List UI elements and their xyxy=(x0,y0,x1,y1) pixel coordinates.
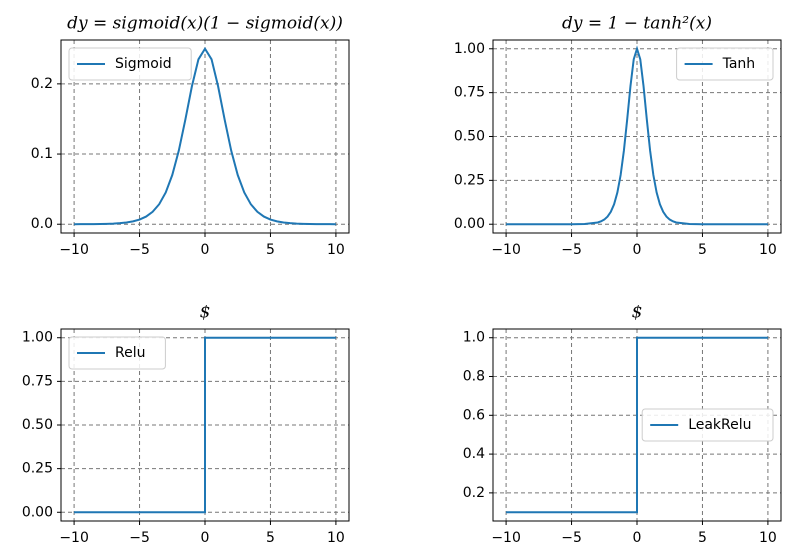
subplot: dy = 1 − tanh²(x) 0.00 0.25 0.50 0.75 1.00 −10… xyxy=(454,14,782,258)
y-tick-label: 0.6 xyxy=(463,407,485,423)
subplot: dy = sigmoid(x)(1 − sigmoid(x)) 0.0 0.1 0.2… xyxy=(31,14,350,258)
chart-title: $ xyxy=(632,303,643,323)
data-line xyxy=(74,336,336,514)
x-tick-label: 10 xyxy=(759,242,777,258)
legend-box xyxy=(676,47,774,81)
legend-label: LeakRelu xyxy=(688,417,751,433)
subplot: $0.2 0.4 0.6 0.8 1.0 −10 −5 0 5 10 LeakRelu xyxy=(463,303,782,546)
y-tick-label: 0.50 xyxy=(454,129,485,145)
y-tick-label: 0.00 xyxy=(22,504,53,520)
x-tick-label: −5 xyxy=(129,242,150,258)
legend-label: Tanh xyxy=(722,56,756,72)
legend-box xyxy=(641,408,774,442)
x-tick-label: 0 xyxy=(201,530,210,546)
x-tick-label: 0 xyxy=(633,530,642,546)
subplot: $0.00 0.25 0.50 0.75 1.00 −10 −5 0 5 10 Relu xyxy=(22,303,350,546)
x-tick-label: −5 xyxy=(561,242,582,258)
x-tick-label: 0 xyxy=(201,242,210,258)
x-tick-label: 10 xyxy=(327,242,345,258)
y-tick-label: 0.0 xyxy=(31,216,53,232)
y-tick-label: 0.25 xyxy=(454,172,485,188)
x-tick-label: 5 xyxy=(698,242,707,258)
y-tick-label: 0.1 xyxy=(31,146,53,162)
x-tick-label: 5 xyxy=(698,530,707,546)
y-tick-label: 0.25 xyxy=(22,461,53,477)
chart-title: $ xyxy=(200,303,211,323)
chart-title: dy = 1 − tanh²(x) xyxy=(562,14,712,34)
data-line xyxy=(74,46,336,226)
x-tick-label: 5 xyxy=(266,242,275,258)
legend-box xyxy=(68,47,192,81)
legend-label: Relu xyxy=(115,345,145,361)
x-tick-label: 5 xyxy=(266,530,275,546)
y-tick-label: 0.2 xyxy=(31,76,53,92)
x-tick-label: 10 xyxy=(759,530,777,546)
data-line xyxy=(506,45,768,226)
data-line xyxy=(506,336,768,514)
x-tick-label: −5 xyxy=(561,530,582,546)
y-tick-label: 1.0 xyxy=(463,330,485,346)
x-tick-label: −10 xyxy=(491,242,521,258)
y-tick-label: 0.4 xyxy=(463,446,485,462)
legend-label: Sigmoid xyxy=(115,56,172,72)
chart-title: dy = sigmoid(x)(1 − sigmoid(x)) xyxy=(67,14,343,34)
y-tick-label: 1.00 xyxy=(454,41,485,57)
x-tick-label: −10 xyxy=(59,530,89,546)
x-tick-label: 10 xyxy=(327,530,345,546)
axes-frame xyxy=(492,328,782,522)
y-tick-label: 0.75 xyxy=(22,373,53,389)
y-tick-label: 0.00 xyxy=(454,216,485,232)
x-tick-label: −10 xyxy=(59,242,89,258)
y-tick-label: 0.2 xyxy=(463,485,485,501)
legend-box xyxy=(68,336,166,370)
x-tick-label: −10 xyxy=(491,530,521,546)
axes-frame xyxy=(60,328,350,522)
y-tick-label: 0.50 xyxy=(22,417,53,433)
axes-frame xyxy=(60,39,350,234)
y-tick-label: 0.8 xyxy=(463,369,485,385)
x-tick-label: −5 xyxy=(129,530,150,546)
axes-frame xyxy=(492,39,782,234)
x-tick-label: 0 xyxy=(633,242,642,258)
y-tick-label: 1.00 xyxy=(22,330,53,346)
y-tick-label: 0.75 xyxy=(454,85,485,101)
